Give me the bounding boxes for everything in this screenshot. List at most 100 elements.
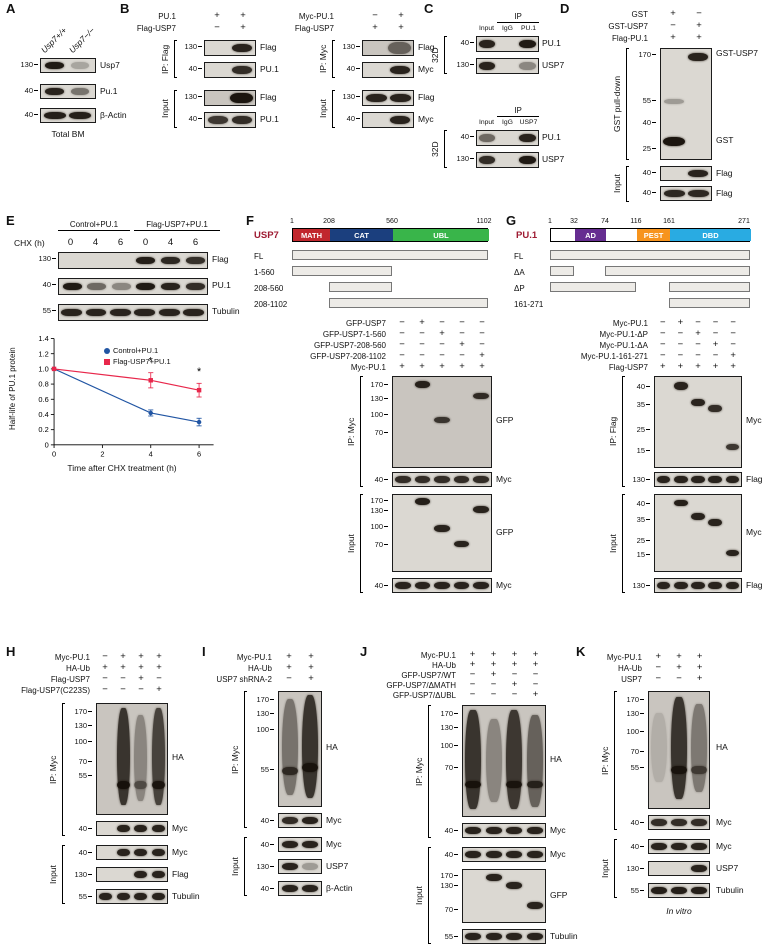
marker: 70 [68,757,92,766]
sign: − [490,679,497,690]
sign: + [240,22,246,33]
cell-line-label: 32D [430,47,440,63]
blot-label: PU.1 [260,114,279,124]
blot-strip [476,152,539,168]
sign: − [439,350,445,361]
band [526,933,543,940]
band [478,40,496,48]
ip-label: IP: Flag [160,44,170,74]
band [71,62,89,69]
sign: − [655,662,662,673]
sign: + [459,339,465,350]
sign: − [660,317,666,328]
marker: 130 [336,42,360,51]
blot-label: Flag [172,869,189,879]
marker: 25 [632,144,656,153]
construct-label: Flag-USP7 [50,675,90,684]
sign: − [655,673,662,684]
band [434,416,450,423]
blot-strip [648,883,710,898]
band [664,98,684,104]
blot-label: Flag [746,474,763,484]
sign-row: − + + [648,662,710,673]
construct-bar-label: 1-560 [254,268,275,277]
sign: − [696,8,702,19]
blot-strip [278,881,322,896]
sign: + [730,361,736,372]
marker: 130 [450,60,474,69]
input-blot [654,494,742,572]
sign: − [419,350,425,361]
band [116,849,130,856]
scale-number: 208 [323,218,335,225]
scale-number: 74 [601,218,609,225]
construct-label: Myc-PU.1-ΔP [599,330,648,339]
scale-number: 271 [738,218,750,225]
ip-blot [462,705,546,817]
construct-label: Myc-PU.1 [350,363,386,372]
band [281,817,299,824]
ip-label: IP: Myc [318,44,328,74]
marker: 40 [434,826,458,835]
timepoint: 6 [117,237,124,248]
marker: 40 [450,132,474,141]
marker: 130 [364,506,388,515]
marker: 40 [250,840,274,849]
svg-text:0.8: 0.8 [38,380,48,389]
sign-row: − − + − [462,679,546,690]
band [281,841,299,848]
band [671,766,687,775]
ip-blot [96,703,168,815]
construct-label: GST [631,10,648,19]
sign: − [399,328,405,339]
sign-row: − − + − [96,674,168,684]
svg-text:*: * [149,355,153,367]
panel-caption: Total BM [51,129,85,139]
band [673,476,688,483]
construct-label: Flag-USP7 [136,24,176,33]
sign-row: − + + + [96,651,168,662]
band [45,62,64,69]
band [526,827,543,834]
blot-label: Flag [716,188,733,198]
sign-row: + + + + [462,649,546,660]
sign-row: + − [660,8,712,19]
sign: + [469,649,476,660]
timepoint: 6 [192,237,199,248]
sign: − [439,317,445,328]
input-blot [392,494,492,572]
svg-text:1.0: 1.0 [38,364,48,373]
sign: − [660,350,666,361]
blot-label: Myc [550,825,566,835]
sign: + [156,651,162,662]
sign: + [214,10,220,21]
blot-label: Flag [260,42,277,52]
sign: + [286,651,292,662]
sign: + [730,350,736,361]
band [687,190,709,197]
sign: + [660,361,666,372]
y-axis-label: Half-life of PU.1 protein [8,347,17,431]
band [71,88,89,95]
band [473,582,490,589]
sign: + [511,659,518,670]
construct-bar-label: ΔA [514,268,525,277]
blot-strip [648,815,710,830]
marker: 130 [434,881,458,890]
bracket [428,847,431,944]
sign: + [138,662,144,673]
band [116,781,130,789]
band [208,116,228,124]
marker: 170 [250,695,274,704]
marker: 130 [250,862,274,871]
sign: + [102,662,108,673]
sign-row: − − − + − [654,340,742,350]
sign: + [712,361,719,372]
band [301,863,319,870]
blot-label: Myc [496,580,512,590]
sign: − [419,328,425,339]
sign-row: − + − − − [654,317,742,328]
construct-bar [292,250,488,260]
blot-label: Myc [550,849,566,859]
panel-e: E Control+PU.1 Flag-USP7+PU.1 CHX (h) 0 4… [6,214,242,473]
